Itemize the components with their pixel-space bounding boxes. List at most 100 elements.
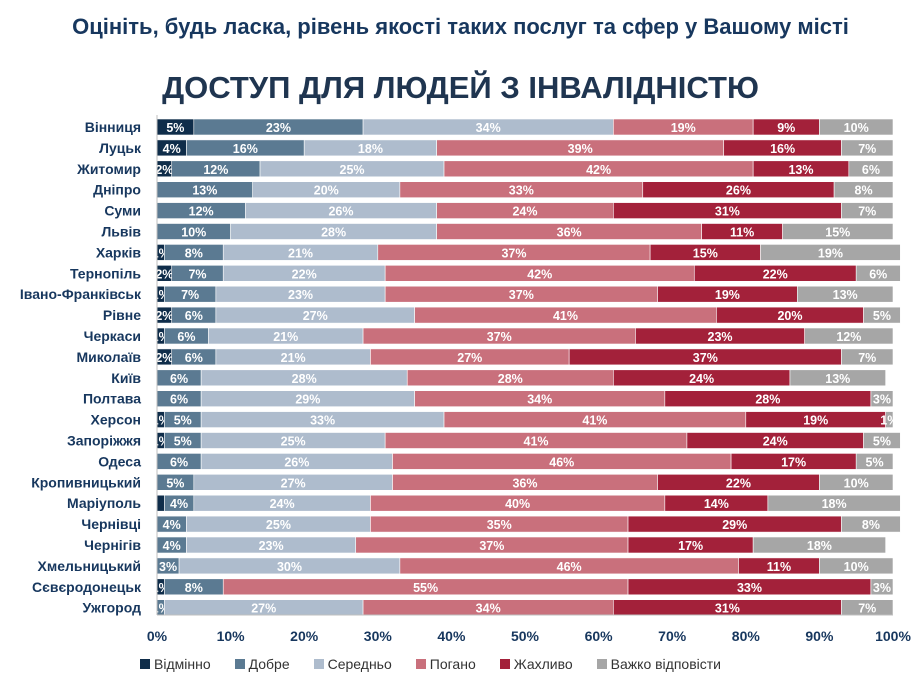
data-label: 28% <box>498 372 523 386</box>
data-label: 14% <box>704 497 729 511</box>
bar-segment <box>870 390 894 408</box>
data-label: 34% <box>476 121 501 135</box>
data-label: 2% <box>155 309 173 323</box>
data-label: 6% <box>170 455 188 469</box>
data-label: 41% <box>524 435 549 449</box>
bar-segment <box>855 453 894 470</box>
data-label: 7% <box>858 142 876 156</box>
data-label: 31% <box>715 205 740 219</box>
data-label: 46% <box>557 560 582 574</box>
data-label: 17% <box>781 455 806 469</box>
data-label: 4% <box>170 497 188 511</box>
category-label: Львів <box>101 224 141 240</box>
data-label: 37% <box>479 539 504 553</box>
legend-item: Жахливо <box>499 656 573 672</box>
bar-segment <box>819 473 894 491</box>
legend-item: Відмінно <box>140 656 211 672</box>
bar-segment <box>804 327 894 345</box>
bar-segment <box>752 536 886 554</box>
category-label: Дніпро <box>93 182 141 198</box>
bar-segment <box>841 202 894 219</box>
category-label: Миколаїв <box>76 349 141 365</box>
category-label: Харків <box>96 244 142 260</box>
data-label: 12% <box>203 163 228 177</box>
legend-item: Середньо <box>313 656 392 672</box>
data-label: 20% <box>314 184 339 198</box>
data-label: 3% <box>873 393 891 407</box>
data-label: 29% <box>295 393 320 407</box>
data-label: 24% <box>512 205 537 219</box>
x-tick-label: 0% <box>147 628 168 644</box>
data-label: 18% <box>807 539 832 553</box>
bar-segment <box>156 494 165 512</box>
chart-legend: Відмінно Добре Середньо Погано Жахливо Важко … <box>140 656 721 672</box>
data-label: 19% <box>715 288 740 302</box>
data-label: 29% <box>722 518 747 532</box>
data-label: 18% <box>358 142 383 156</box>
legend-swatch <box>499 659 510 669</box>
bar-segment <box>863 432 901 449</box>
category-label: Чернівці <box>81 516 141 532</box>
data-label: 28% <box>321 226 346 240</box>
data-label: 36% <box>512 476 537 490</box>
bar-segment <box>855 264 901 282</box>
data-label: 25% <box>266 518 291 532</box>
data-label: 23% <box>259 539 284 553</box>
data-label: 4% <box>163 142 181 156</box>
data-label: 24% <box>270 497 295 511</box>
data-label: 5% <box>866 455 884 469</box>
data-label: 6% <box>185 309 203 323</box>
data-label: 40% <box>505 497 530 511</box>
data-label: 27% <box>281 476 306 490</box>
data-label: 19% <box>818 246 843 260</box>
category-label: Маріуполь <box>67 495 141 511</box>
data-label: 7% <box>858 602 876 616</box>
data-label: 5% <box>174 435 192 449</box>
data-label: 6% <box>170 393 188 407</box>
bar-segment <box>782 223 894 240</box>
x-tick-label: 30% <box>364 628 393 644</box>
bar-segment <box>885 411 894 428</box>
data-label: 10% <box>844 121 869 135</box>
category-label: Житомир <box>76 161 141 177</box>
data-label: 26% <box>328 205 353 219</box>
x-tick-label: 100% <box>875 628 911 644</box>
x-tick-label: 60% <box>585 628 614 644</box>
data-label: 5% <box>873 435 891 449</box>
bar-segment <box>863 306 901 324</box>
data-label: 2% <box>155 351 173 365</box>
data-label: 25% <box>281 435 306 449</box>
data-label: 7% <box>858 205 876 219</box>
data-label: 22% <box>292 267 317 281</box>
data-label: 23% <box>288 288 313 302</box>
data-label: 4% <box>163 539 181 553</box>
category-label: Івано-Франківськ <box>20 286 142 302</box>
data-label: 7% <box>181 288 199 302</box>
bar-segment <box>819 557 894 575</box>
x-tick-label: 80% <box>732 628 761 644</box>
data-label: 8% <box>185 581 203 595</box>
data-label: 8% <box>855 184 873 198</box>
data-label: 33% <box>509 184 534 198</box>
data-label: 28% <box>755 393 780 407</box>
data-label: 42% <box>527 267 552 281</box>
bar-segment <box>848 160 894 178</box>
data-label: 21% <box>281 351 306 365</box>
legend-swatch <box>415 659 426 669</box>
data-label: 39% <box>568 142 593 156</box>
bar-segment <box>841 515 901 533</box>
data-label: 12% <box>836 330 861 344</box>
data-label: 17% <box>678 539 703 553</box>
data-label: 2% <box>155 163 173 177</box>
data-label: 27% <box>457 351 482 365</box>
data-label: 37% <box>693 351 718 365</box>
data-label: 42% <box>586 163 611 177</box>
data-label: 11% <box>767 560 791 574</box>
data-label: 26% <box>284 455 309 469</box>
data-label: 22% <box>763 267 788 281</box>
data-label: 41% <box>553 309 578 323</box>
stacked-bar-chart: Вінниця 5% 23% 34% 19% 9% 10% Луцьк 4% 16% 18% 39% 1… <box>20 115 911 644</box>
data-label: 37% <box>501 246 526 260</box>
data-label: 18% <box>822 497 847 511</box>
data-label: 6% <box>869 267 887 281</box>
